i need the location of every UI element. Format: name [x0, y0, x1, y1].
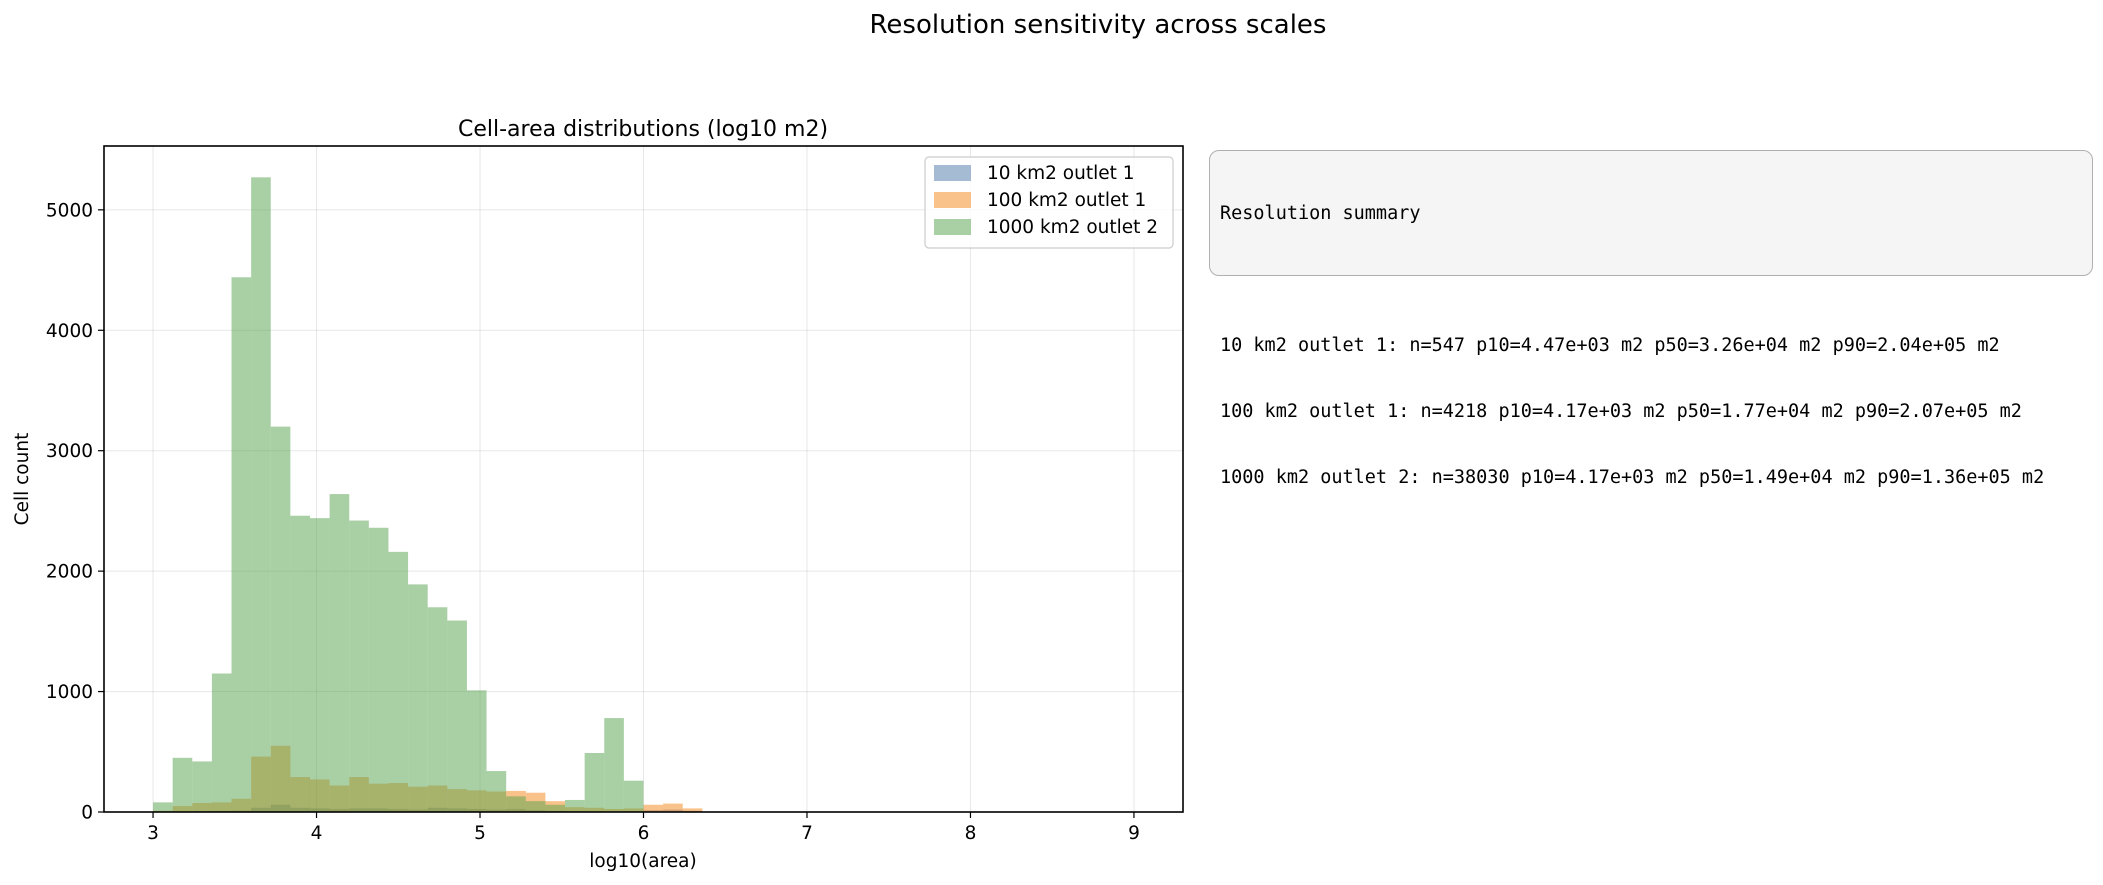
figure-suptitle: Resolution sensitivity across scales	[870, 10, 1327, 40]
summary-title: Resolution summary	[1220, 203, 1421, 224]
y-axis-label: Cell count	[12, 433, 33, 526]
histogram-bar	[466, 690, 487, 812]
histogram-bar	[506, 796, 526, 812]
histogram-bar	[565, 799, 585, 812]
histogram-bar	[623, 780, 644, 812]
plot-area: 3 4 5 6 7 8 9 0 1000 2000 3000 4000 5000	[46, 145, 1184, 844]
legend-label: 100 km2 outlet 1	[987, 190, 1146, 211]
x-tick-label: 6	[638, 823, 650, 844]
histogram-bar	[604, 718, 624, 812]
legend-label: 1000 km2 outlet 2	[987, 217, 1158, 238]
summary-line-10km2: 10 km2 outlet 1: n=547 p10=4.47e+03 m2 p…	[1220, 335, 2000, 356]
legend-frame	[924, 156, 1174, 249]
histogram-bar	[192, 761, 212, 812]
histogram-bar	[329, 494, 350, 812]
resolution-summary-box: Resolution summary 10 km2 outlet 1: n=54…	[1209, 150, 2093, 488]
x-axis-label: log10(area)	[589, 851, 696, 872]
histogram-bar	[349, 520, 369, 812]
y-tick-label: 2000	[46, 562, 93, 583]
legend-swatch	[934, 192, 971, 208]
x-tick-label: 5	[474, 823, 486, 844]
histogram-bar	[525, 801, 546, 812]
legend-swatch	[934, 165, 971, 181]
y-tick-label: 3000	[46, 441, 93, 462]
x-tick-label: 3	[147, 823, 159, 844]
histogram-bar	[251, 177, 271, 812]
x-tick-label: 4	[311, 823, 323, 844]
chart-title: Cell-area distributions (log10 m2)	[458, 117, 828, 142]
chart-legend: 10 km2 outlet 1 100 km2 outlet 1 1000 km2 …	[924, 156, 1174, 249]
histogram-bar	[545, 804, 566, 812]
x-tick-label: 9	[1128, 823, 1140, 844]
y-tick-label: 1000	[46, 682, 93, 703]
histogram-bar	[584, 752, 605, 812]
histogram-bar	[643, 804, 664, 812]
histogram-bar	[663, 803, 683, 812]
histogram-bar	[447, 620, 467, 812]
series-3-bars	[153, 177, 644, 812]
x-axis-ticks: 3 4 5 6 7 8 9	[147, 812, 1140, 844]
histogram-bar	[486, 771, 507, 812]
y-tick-label: 5000	[46, 200, 93, 221]
x-tick-label: 8	[965, 823, 977, 844]
histogram-bar	[231, 277, 252, 812]
histogram-bar	[309, 518, 330, 812]
histogram-bar	[290, 515, 310, 812]
summary-line-1000km2: 1000 km2 outlet 2: n=38030 p10=4.17e+03 …	[1220, 467, 2045, 488]
legend-swatch	[934, 219, 971, 235]
y-tick-label: 4000	[46, 321, 93, 342]
histogram-bar	[153, 802, 173, 812]
histogram-bar	[408, 584, 428, 812]
histogram-bar	[211, 673, 232, 812]
summary-line-100km2: 100 km2 outlet 1: n=4218 p10=4.17e+03 m2…	[1220, 401, 2022, 422]
histogram-bar	[388, 551, 409, 812]
y-axis-ticks: 0 1000 2000 3000 4000 5000	[46, 200, 104, 824]
histogram-bar	[427, 607, 448, 812]
histogram-bar	[682, 808, 703, 812]
histogram-bar	[172, 757, 193, 812]
histogram-bars	[153, 177, 703, 812]
y-tick-label: 0	[81, 803, 93, 824]
histogram-bar	[368, 527, 389, 812]
legend-label: 10 km2 outlet 1	[987, 163, 1135, 184]
x-tick-label: 7	[801, 823, 813, 844]
histogram-bar	[270, 426, 291, 812]
